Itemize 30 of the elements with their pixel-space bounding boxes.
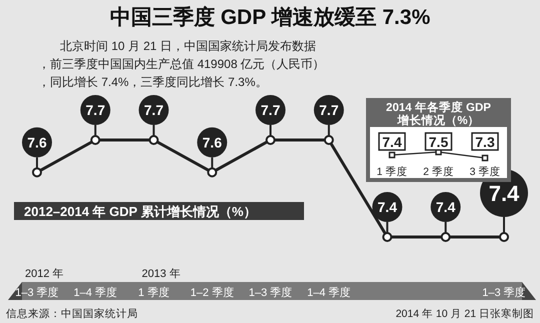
x-tick-label: 1–2 季度 <box>190 286 234 299</box>
text: 2013 年 <box>142 268 180 280</box>
x-tick-label: 1 季度 <box>376 165 408 178</box>
text: 2014 年 10 月 21 日张寒制图 <box>396 307 534 320</box>
x-tick-label: 2 季度 <box>423 165 454 178</box>
data-label: 7.6 <box>202 134 222 150</box>
data-label: 7.7 <box>144 102 164 118</box>
x-tick-label: 1–3 季度 <box>15 286 59 299</box>
data-label: 7.4 <box>488 181 520 206</box>
data-label: 7.4 <box>382 134 402 150</box>
data-label: 7.5 <box>428 134 448 150</box>
chart-subtitle: 北京时间 10 月 21 日，中国国家统计局发布数据，前三季度中国国内生产总值 419908 亿元（人民币），同比增长 7.4%，三季度同比增长 7.3%。 <box>38 39 325 89</box>
text: 信息来源：中国国家统计局 <box>6 307 138 320</box>
x-tick-label: 1 季度 <box>138 286 170 299</box>
chart-title: 2014 年各季度 GDP 增长情况（%） <box>386 100 492 127</box>
data-label: 7.4 <box>436 199 456 215</box>
data-label: 7.7 <box>86 102 106 118</box>
x-tick-label: 1–4 季度 <box>307 286 351 299</box>
data-label: 7.7 <box>319 102 339 118</box>
data-label: 7.7 <box>260 102 280 118</box>
data-label: 7.4 <box>378 199 398 215</box>
data-label: 7.6 <box>27 134 47 150</box>
chart-title: 中国三季度 GDP 增速放缓至 7.3% <box>110 5 431 29</box>
annotation: 2012–2014 年 GDP 累计增长情况（%） <box>24 204 256 219</box>
data-label: 7.3 <box>475 134 495 150</box>
x-tick-label: 1–3 季度 <box>482 286 526 299</box>
x-tick-label: 1–4 季度 <box>74 286 118 299</box>
x-tick-label: 1–3 季度 <box>248 286 292 299</box>
text: 2012 年 <box>25 268 64 280</box>
x-tick-label: 3 季度 <box>470 165 500 178</box>
